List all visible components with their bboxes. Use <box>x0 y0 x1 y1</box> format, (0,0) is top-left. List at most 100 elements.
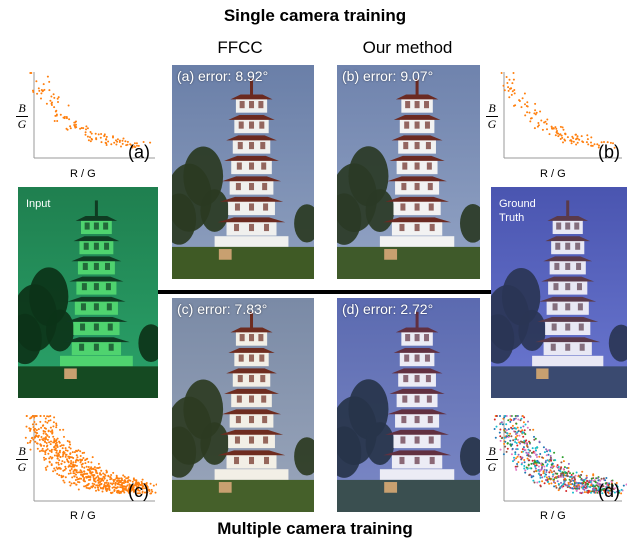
scatter-dot <box>589 486 591 488</box>
scatter-dot <box>65 449 67 451</box>
scatter-dot <box>77 472 79 474</box>
scatter-dot <box>575 138 577 140</box>
scatter-dot <box>539 111 541 113</box>
plot-c-xlabel: R / G <box>70 510 96 522</box>
scatter-dot <box>545 474 547 476</box>
scatter-dot <box>63 444 65 446</box>
scatter-dot <box>53 438 55 440</box>
scatter-dot <box>518 430 520 432</box>
scatter-dot <box>56 424 58 426</box>
scatter-dot <box>86 484 88 486</box>
scatter-dot <box>582 487 584 489</box>
result-d-pagoda-illustration <box>337 298 480 512</box>
scatter-dot <box>576 485 578 487</box>
scatter-dot <box>551 466 553 468</box>
input-label: Input <box>26 197 50 211</box>
scatter-dot <box>549 133 551 135</box>
scatter-dot <box>41 438 43 440</box>
scatter-dot <box>72 464 74 466</box>
scatter-dot <box>562 483 564 485</box>
scatter-dot <box>68 466 70 468</box>
scatter-dot <box>530 463 532 465</box>
scatter-dot <box>563 468 565 470</box>
scatter-dot <box>73 122 75 124</box>
scatter-dot <box>510 427 512 429</box>
scatter-dot <box>107 141 109 143</box>
scatter-dot <box>100 470 102 472</box>
scatter-dot <box>43 83 45 85</box>
scatter-dot <box>68 446 70 448</box>
scatter-dot <box>567 475 569 477</box>
scatter-dot <box>522 436 524 438</box>
scatter-dot <box>119 492 121 494</box>
scatter-dot <box>494 419 496 421</box>
scatter-dot <box>549 459 551 461</box>
scatter-dot <box>581 135 583 137</box>
scatter-dot <box>41 450 43 452</box>
scatter-dot <box>569 140 571 142</box>
scatter-dot <box>577 475 579 477</box>
scatter-dot <box>515 469 517 471</box>
scatter-dot <box>29 417 31 419</box>
scatter-dot <box>580 474 582 476</box>
scatter-dot <box>546 469 548 471</box>
scatter-dot <box>513 459 515 461</box>
scatter-dot <box>561 135 563 137</box>
scatter-dot <box>571 142 573 144</box>
scatter-dot <box>108 486 110 488</box>
scatter-dot <box>53 93 55 95</box>
scatter-dot <box>567 486 569 488</box>
scatter-dot <box>71 476 73 478</box>
scatter-dot <box>527 421 529 423</box>
scatter-dot <box>103 478 105 480</box>
scatter-dot <box>70 456 72 458</box>
scatter-dot <box>68 473 70 475</box>
scatter-dot <box>69 125 71 127</box>
scatter-dot <box>514 439 516 441</box>
scatter-dot <box>568 467 570 469</box>
result-c-error: (c) error: 7.83° <box>177 301 267 317</box>
scatter-dot <box>42 90 44 92</box>
scatter-dot <box>553 470 555 472</box>
plot-a-xlabel: R / G <box>70 168 96 180</box>
scatter-dot <box>518 454 520 456</box>
scatter-dot <box>86 473 88 475</box>
scatter-dot <box>555 134 557 136</box>
scatter-dot <box>58 459 60 461</box>
scatter-dot <box>594 479 596 481</box>
scatter-dot <box>560 482 562 484</box>
scatter-dot <box>569 472 571 474</box>
scatter-dot <box>114 482 116 484</box>
scatter-dot <box>100 474 102 476</box>
scatter-dot <box>567 136 569 138</box>
scatter-dot <box>506 435 508 437</box>
scatter-dot <box>109 478 111 480</box>
scatter-dot <box>590 136 592 138</box>
scatter-dot <box>560 126 562 128</box>
scatter-dot <box>35 423 37 425</box>
scatter-dot <box>39 421 41 423</box>
scatter-dot <box>73 124 75 126</box>
scatter-dot <box>70 462 72 464</box>
scatter-dot <box>107 475 109 477</box>
scatter-dot <box>43 415 45 417</box>
scatter-dot <box>71 468 73 470</box>
scatter-dot <box>520 427 522 429</box>
scatter-points-b <box>501 72 616 149</box>
scatter-dot <box>71 483 73 485</box>
scatter-dot <box>45 467 47 469</box>
scatter-dot <box>546 454 548 456</box>
scatter-dot <box>563 129 565 131</box>
scatter-dot <box>43 445 45 447</box>
scatter-dot <box>100 487 102 489</box>
scatter-dot <box>31 437 33 439</box>
scatter-dot <box>561 486 563 488</box>
scatter-dot <box>574 484 576 486</box>
scatter-dot <box>524 103 526 105</box>
scatter-dot <box>89 136 91 138</box>
scatter-dot <box>529 467 531 469</box>
scatter-dot <box>49 461 51 463</box>
scatter-dot <box>50 96 52 98</box>
scatter-dot <box>29 430 31 432</box>
scatter-dot <box>590 142 592 144</box>
